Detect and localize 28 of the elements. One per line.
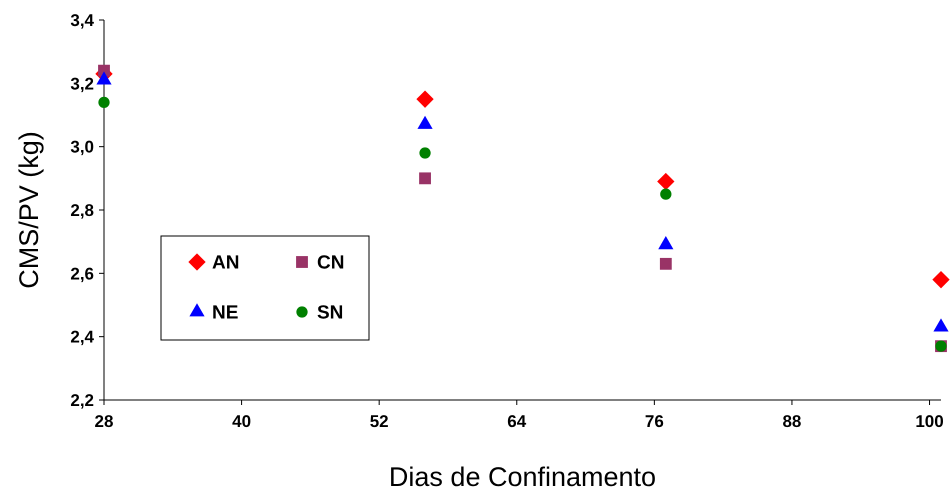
point <box>932 271 950 288</box>
point <box>660 188 672 200</box>
legend-label: CN <box>317 252 344 274</box>
point <box>657 172 674 190</box>
x-axis-title: Dias de Confinamento <box>388 462 656 492</box>
x-tick-label: 28 <box>94 412 114 431</box>
x-tick-label: 64 <box>507 412 527 431</box>
y-tick-label: 2,4 <box>70 328 95 347</box>
x-tick-label: 100 <box>915 412 944 431</box>
legend-label: AN <box>212 252 240 274</box>
point <box>98 96 110 108</box>
x-tick-label: 40 <box>232 412 252 431</box>
point <box>416 90 434 108</box>
x-tick-label: 76 <box>644 412 664 431</box>
x-tick-label: 88 <box>782 412 802 431</box>
legend-label: SN <box>317 302 344 324</box>
point <box>660 258 672 270</box>
legend-label: NE <box>212 302 238 324</box>
point <box>419 147 431 159</box>
point <box>419 172 431 184</box>
x-tick-label: 52 <box>370 412 389 431</box>
y-tick-label: 2,2 <box>70 390 94 410</box>
y-tick-label: 3,2 <box>70 74 94 94</box>
y-tick-label: 3,4 <box>70 10 95 30</box>
y-tick-label: 2,8 <box>70 200 94 220</box>
y-tick-label: 2,6 <box>70 264 94 284</box>
y-axis-title: CMS/PV (kg) <box>14 131 44 289</box>
y-tick-label: 3,0 <box>70 138 94 157</box>
